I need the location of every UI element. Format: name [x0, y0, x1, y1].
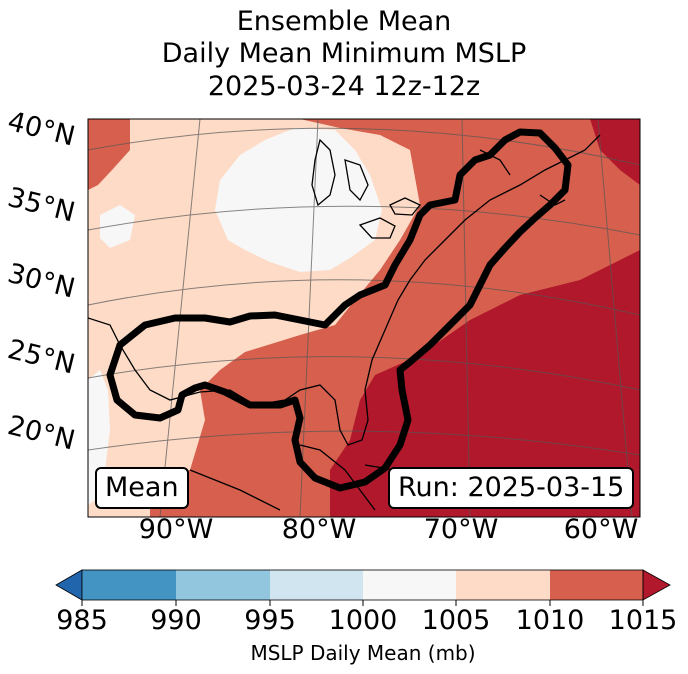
colorbar-tick-990: 990: [150, 605, 202, 636]
colorbar-tick-1015: 1015: [608, 605, 678, 636]
fill-1000-1005-west: [100, 205, 135, 248]
title-line-3: 2025-03-24 12z-12z: [207, 71, 481, 102]
title-line-2: Daily Mean Minimum MSLP: [161, 38, 527, 69]
colorbar-tick-995: 995: [244, 605, 296, 636]
lon-label-80w: 80°W: [281, 514, 357, 545]
lon-label-90w: 90°W: [138, 514, 214, 545]
colorbar-label: MSLP Daily Mean (mb): [250, 641, 476, 665]
colorbar-segment-1000-1005: [363, 570, 456, 600]
fill-over-1015: [330, 250, 640, 517]
colorbar-over-triangle: [642, 569, 671, 601]
mean-label-box: Mean: [95, 467, 189, 509]
colorbar-segment-985-990: [82, 570, 176, 600]
colorbar-tick-1005: 1005: [421, 605, 491, 636]
colorbar-tick-1000: 1000: [328, 605, 398, 636]
colorbar-under-triangle: [55, 569, 83, 601]
colorbar-tick-985: 985: [56, 605, 108, 636]
map-panel: [88, 119, 640, 517]
colorbar-segment-1010-1015: [550, 570, 643, 600]
colorbar-segment-995-1000: [270, 570, 363, 600]
contour-1010: [106, 128, 572, 492]
colorbar-segment-1005-1010: [456, 570, 550, 600]
lon-label-70w: 70°W: [423, 514, 499, 545]
fill-1000-1005-lakes: [215, 128, 382, 272]
fill-1010-1015-nw: [88, 119, 130, 190]
title-line-1: Ensemble Mean: [236, 6, 452, 37]
lon-label-60w: 60°W: [563, 514, 639, 545]
run-label-box: Run: 2025-03-15: [388, 467, 635, 509]
graticule: [88, 119, 640, 517]
map-frame: [87, 118, 641, 518]
fill-over-1015-ne: [590, 119, 640, 185]
colorbar-tick-1010: 1010: [515, 605, 585, 636]
colorbar-segment-990-995: [176, 570, 270, 600]
colorbar: [55, 569, 671, 606]
